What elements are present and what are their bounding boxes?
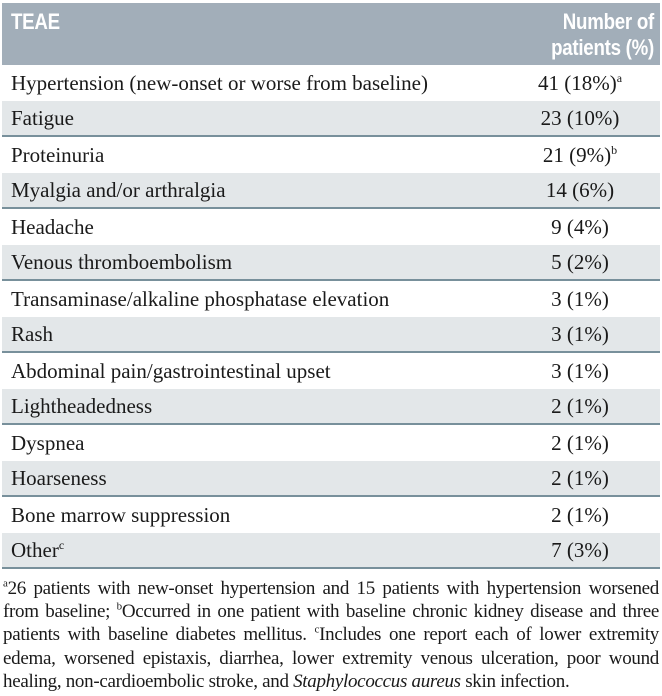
patient-count-cell: 23 (10%) [500, 106, 660, 131]
table-row: Transaminase/alkaline phosphatase elevat… [2, 281, 660, 317]
table-row: Proteinuria 21 (9%)b [2, 137, 660, 173]
table-row: Hypertension (new-onset or worse from ba… [2, 65, 660, 101]
teae-name-cell: Myalgia and/or arthralgia [2, 178, 500, 203]
patient-count: 2 (1%) [551, 502, 609, 527]
teae-table: TEAE Number of patients (%) Hypertension… [2, 3, 660, 693]
patient-count: 3 (1%) [551, 358, 609, 383]
table-row: Lightheadedness 2 (1%) [2, 389, 660, 425]
teae-name: Bone marrow suppression [11, 502, 231, 527]
patient-count: 2 (1%) [551, 393, 609, 418]
teae-name: Abdominal pain/gastrointestinal upset [11, 358, 331, 383]
table-row: Bone marrow suppression 2 (1%) [2, 497, 660, 533]
teae-name: Other [11, 537, 59, 562]
patient-count-cell: 7 (3%) [500, 538, 660, 563]
teae-name: Venous thromboembolism [11, 249, 233, 274]
patient-count: 3 (1%) [551, 321, 609, 346]
footnote-ref: b [611, 142, 618, 157]
patient-count-cell: 3 (1%) [500, 322, 660, 347]
teae-name-cell: Transaminase/alkaline phosphatase elevat… [2, 287, 500, 312]
patient-count: 23 (10%) [540, 105, 620, 130]
table-row: Headache 9 (4%) [2, 209, 660, 245]
teae-name: Lightheadedness [11, 393, 153, 418]
patient-count-cell: 41 (18%)a [500, 71, 660, 96]
teae-name-cell: Rash [2, 322, 500, 347]
teae-name: Myalgia and/or arthralgia [11, 177, 226, 202]
patient-count-cell: 2 (1%) [500, 394, 660, 419]
footnote-text: skin infection. [460, 670, 570, 692]
patient-count-cell: 5 (2%) [500, 250, 660, 275]
header-teae-label: TEAE [11, 9, 60, 34]
teae-name: Headache [11, 214, 94, 239]
patient-count: 2 (1%) [551, 465, 609, 490]
patient-count-cell: 21 (9%)b [500, 143, 660, 168]
teae-name-cell: Hypertension (new-onset or worse from ba… [2, 71, 500, 96]
patient-count: 2 (1%) [551, 430, 609, 455]
table-row: Otherc 7 (3%) [2, 533, 660, 569]
footnotes: a26 patients with new-onset hypertension… [2, 569, 660, 693]
patient-count: 3 (1%) [551, 286, 609, 311]
teae-name-cell: Abdominal pain/gastrointestinal upset [2, 359, 500, 384]
teae-name: Dyspnea [11, 430, 85, 455]
table-row: Dyspnea 2 (1%) [2, 425, 660, 461]
footnote-ref: a [616, 70, 623, 85]
table-row: Hoarseness 2 (1%) [2, 461, 660, 497]
header-patients-label: Number of patients (%) [551, 9, 654, 60]
teae-name-cell: Hoarseness [2, 466, 500, 491]
teae-name-cell: Fatigue [2, 106, 500, 131]
table-row: Venous thromboembolism 5 (2%) [2, 245, 660, 281]
header-cell-patients: Number of patients (%) [502, 9, 660, 65]
patient-count-cell: 3 (1%) [500, 359, 660, 384]
table-row: Rash 3 (1%) [2, 317, 660, 353]
teae-name-cell: Otherc [2, 538, 500, 563]
teae-name-cell: Headache [2, 215, 500, 240]
patient-count-cell: 14 (6%) [500, 178, 660, 203]
footnote-text: Occurred in one patient with baseline ch… [3, 601, 659, 646]
patient-count: 7 (3%) [551, 537, 609, 562]
teae-name-cell: Proteinuria [2, 143, 500, 168]
teae-name: Proteinuria [11, 142, 105, 167]
teae-name-cell: Lightheadedness [2, 394, 500, 419]
patient-count: 5 (2%) [551, 249, 609, 274]
table-row: Myalgia and/or arthralgia 14 (6%) [2, 173, 660, 209]
footnote-text: Includes one report each of lower extrem… [3, 624, 660, 692]
teae-name: Hoarseness [11, 465, 107, 490]
teae-name: Rash [11, 321, 53, 346]
teae-name-cell: Bone marrow suppression [2, 503, 500, 528]
footnote-ref: c [58, 537, 65, 552]
teae-name: Hypertension (new-onset or worse from ba… [11, 70, 428, 95]
patient-count-cell: 2 (1%) [500, 431, 660, 456]
header-cell-teae: TEAE [2, 9, 68, 65]
table-header-row: TEAE Number of patients (%) [2, 3, 660, 65]
footnote-marker: c [314, 624, 320, 637]
patient-count: 41 (18%) [537, 70, 617, 95]
teae-name-cell: Dyspnea [2, 431, 500, 456]
footnote-text-italic: Staphylococcus aureus [293, 670, 461, 692]
table-row: Abdominal pain/gastrointestinal upset 3 … [2, 353, 660, 389]
footnote-text: 26 patients with new-onset hypertension … [3, 578, 659, 623]
patient-count: 14 (6%) [545, 177, 615, 202]
patient-count-cell: 2 (1%) [500, 503, 660, 528]
footnote-marker: b [116, 600, 123, 613]
footnote-marker: a [3, 577, 8, 590]
patient-count-cell: 9 (4%) [500, 215, 660, 240]
teae-name: Transaminase/alkaline phosphatase elevat… [11, 286, 390, 311]
teae-name: Fatigue [11, 105, 74, 130]
patient-count: 21 (9%) [542, 142, 612, 167]
table-row: Fatigue 23 (10%) [2, 101, 660, 137]
table-body: Hypertension (new-onset or worse from ba… [2, 65, 660, 569]
teae-name-cell: Venous thromboembolism [2, 250, 500, 275]
patient-count: 9 (4%) [551, 214, 609, 239]
patient-count-cell: 2 (1%) [500, 466, 660, 491]
patient-count-cell: 3 (1%) [500, 287, 660, 312]
